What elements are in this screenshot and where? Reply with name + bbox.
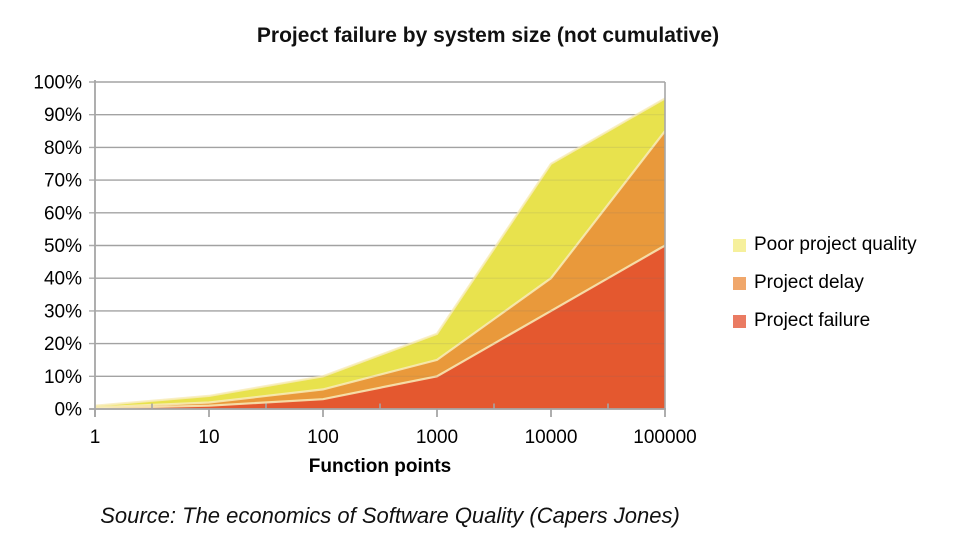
legend-swatch-icon <box>733 314 746 328</box>
legend-swatch-icon <box>733 238 746 252</box>
x-axis-title: Function points <box>308 456 452 477</box>
x-tick-label: 1 <box>90 427 101 448</box>
x-tick-label: 10000 <box>525 427 578 448</box>
legend-item-project-failure: Project failure <box>733 310 917 332</box>
y-tick-label: 60% <box>44 203 82 224</box>
legend-swatch-icon <box>733 276 746 290</box>
legend: Poor project quality Project delay Proje… <box>733 234 917 332</box>
area-edge-project-failure <box>94 244 666 410</box>
area-edge-project-delay <box>94 130 666 409</box>
legend-label: Project failure <box>754 310 871 331</box>
y-tick-label: 100% <box>33 73 82 94</box>
y-tick-label: 10% <box>44 367 82 388</box>
x-tick-label: 10 <box>198 427 219 448</box>
y-tick-label: 50% <box>44 236 82 257</box>
area-edge-poor-project-quality <box>94 97 666 407</box>
legend-item-poor-project-quality: Poor project quality <box>733 234 917 256</box>
y-tick-label: 70% <box>44 171 82 192</box>
x-tick-label: 100 <box>307 427 339 448</box>
y-tick-label: 0% <box>55 400 83 421</box>
x-tick-label: 100000 <box>633 427 696 448</box>
y-tick-label: 90% <box>44 105 82 126</box>
area-project-failure <box>95 245 665 409</box>
x-tick-label: 1000 <box>416 427 458 448</box>
legend-label: Poor project quality <box>754 234 917 255</box>
y-tick-label: 40% <box>44 269 82 290</box>
y-tick-label: 20% <box>44 334 82 355</box>
legend-label: Project delay <box>754 272 864 293</box>
y-tick-label: 80% <box>44 138 82 159</box>
chart-title: Project failure by system size (not cumu… <box>256 24 720 47</box>
legend-item-project-delay: Project delay <box>733 272 917 294</box>
source-note: Source: The economics of Software Qualit… <box>100 503 680 528</box>
y-tick-label: 30% <box>44 301 82 322</box>
